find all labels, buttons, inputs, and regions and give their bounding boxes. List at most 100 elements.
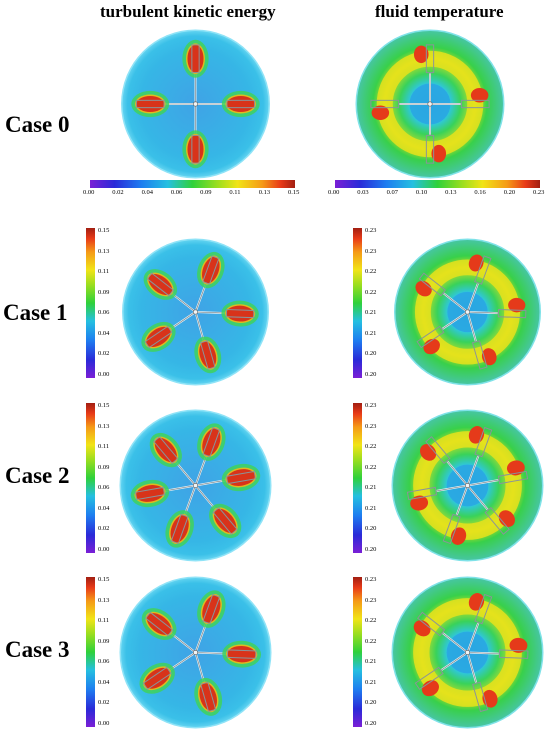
impeller-blade [425, 104, 447, 164]
colorbar-tick-label: 0.20 [365, 699, 377, 707]
colorbar-tick-label: 0.11 [229, 189, 241, 196]
colorbar-tick-label: 0.06 [98, 309, 110, 317]
impeller-hub [427, 101, 433, 107]
impeller-blade [467, 460, 529, 487]
colorbar-tick-label: 0.11 [98, 617, 110, 625]
impeller-blade [466, 593, 493, 653]
temperature-field-case-0 [355, 29, 505, 179]
colorbar-tick-label: 0.22 [365, 268, 377, 276]
impeller-blade [430, 87, 490, 109]
impeller-blade [141, 311, 197, 352]
colorbar-tick-label: 0.00 [98, 371, 110, 378]
column-title-temperature: fluid temperature [375, 2, 504, 21]
impeller-blade [420, 436, 469, 487]
temperature-colorbar-case-2: 0.23 0.23 0.22 0.22 0.21 0.21 0.20 0.20 [353, 402, 393, 553]
temperature-field-case-3 [391, 576, 544, 729]
impeller-blade [194, 590, 226, 653]
colorbar-tick-label: 0.10 [415, 189, 428, 196]
impeller-hub [465, 483, 471, 489]
column-title-tke: turbulent kinetic energy [100, 2, 276, 21]
colorbar-tick-label: 0.15 [98, 576, 110, 583]
colorbar-tick-label: 0.16 [474, 189, 486, 196]
impeller-hub [465, 309, 471, 315]
colorbar-tick-label: 0.23 [365, 576, 377, 583]
impeller-blade [467, 297, 527, 319]
impeller-blade [143, 269, 197, 313]
impeller-blade [195, 300, 259, 327]
colorbar-tick-label: 0.22 [365, 637, 377, 645]
impeller-blade [466, 311, 497, 370]
colorbar-tick-label: 0.04 [98, 504, 110, 512]
colorbar-tick-label: 0.21 [365, 329, 377, 337]
impeller-blade [414, 651, 469, 697]
colorbar-tick-label: 0.11 [98, 268, 110, 276]
colorbar-tick-label: 0.02 [98, 350, 110, 358]
colorbar-tick-label: 0.23 [365, 422, 377, 430]
colorbar-tick-label: 0.23 [365, 247, 377, 255]
colorbar-tick-label: 0.09 [98, 637, 110, 645]
impeller-blade [141, 608, 197, 654]
colorbar-tick-label: 0.04 [98, 678, 110, 686]
colorbar-tick-label: 0.20 [365, 525, 377, 533]
colorbar-tick-label: 0.21 [365, 484, 377, 492]
impeller-blade [131, 90, 196, 118]
colorbar-tick-label: 0.13 [445, 189, 457, 196]
impeller-hub [193, 483, 199, 489]
impeller-blade [194, 423, 226, 486]
colorbar-tick-label: 0.21 [365, 658, 377, 666]
impeller-blade [195, 463, 261, 492]
colorbar-tick-label: 0.04 [141, 189, 153, 196]
colorbar-tick-label: 0.02 [98, 525, 110, 533]
colorbar-tick-label: 0.09 [98, 463, 110, 471]
colorbar-tick-label: 0.02 [112, 189, 124, 196]
impeller-blade [182, 39, 209, 104]
colorbar-tick-label: 0.06 [98, 484, 110, 492]
tke-colorbar-case-2: 0.15 0.13 0.11 0.09 0.06 0.04 0.02 0.00 [86, 402, 126, 553]
colorbar-tick-label: 0.20 [365, 350, 377, 358]
impeller-hub [465, 650, 471, 656]
impeller-blade [370, 99, 430, 121]
colorbar-tick-label: 0.15 [98, 227, 110, 234]
colorbar-tick-label: 0.00 [328, 189, 340, 196]
impeller-blade [149, 432, 197, 487]
tke-colorbar-case-1: 0.15 0.13 0.11 0.09 0.06 0.04 0.02 0.00 [86, 227, 126, 378]
temperature-colorbar-case-3: 0.23 0.23 0.22 0.22 0.21 0.21 0.20 0.20 [353, 576, 393, 727]
impeller-blade [466, 484, 515, 535]
colorbar-tick-label: 0.21 [365, 678, 377, 686]
impeller-blade [182, 104, 209, 169]
colorbar-tick-label: 0.13 [98, 596, 110, 604]
colorbar-tick-label: 0.23 [365, 227, 377, 234]
colorbar-tick-label: 0.23 [533, 189, 545, 196]
colorbar-tick-label: 0.00 [83, 189, 95, 196]
colorbar-tick-label: 0.04 [98, 329, 110, 337]
colorbar-tick-label: 0.06 [170, 189, 183, 196]
impeller-blade [195, 640, 262, 668]
colorbar-tick-label: 0.22 [365, 463, 377, 471]
impeller-blade [406, 484, 468, 511]
colorbar-tick-label: 0.22 [365, 617, 377, 625]
temperature-field-case-1 [394, 238, 541, 386]
impeller-blade [195, 90, 260, 118]
colorbar-tick-label: 0.23 [365, 596, 377, 604]
impeller-blade [413, 611, 469, 654]
colorbar-tick-label: 0.20 [503, 189, 516, 196]
colorbar-tick-label: 0.22 [365, 288, 377, 296]
tke-field-case-2 [119, 409, 272, 562]
impeller-blade [442, 485, 469, 545]
impeller-blade [466, 426, 493, 486]
colorbar-tick-label: 0.00 [98, 720, 110, 727]
colorbar-tick-label: 0.02 [98, 699, 110, 707]
tke-field-case-1 [122, 238, 269, 386]
impeller-blade [466, 652, 498, 713]
colorbar-tick-label: 0.09 [200, 189, 212, 196]
impeller-blade [413, 44, 435, 104]
impeller-blade [466, 254, 492, 313]
colorbar-tick-label: 0.22 [365, 443, 377, 451]
impeller-hub [193, 309, 199, 315]
colorbar-tick-label: 0.21 [365, 309, 377, 317]
colorbar-tick-label: 0.00 [98, 546, 110, 553]
colorbar-tick-label: 0.15 [288, 189, 300, 196]
colorbar-tick-label: 0.03 [357, 189, 369, 196]
colorbar-tick-label: 0.20 [365, 371, 377, 378]
colorbar-tick-label: 0.06 [98, 658, 110, 666]
